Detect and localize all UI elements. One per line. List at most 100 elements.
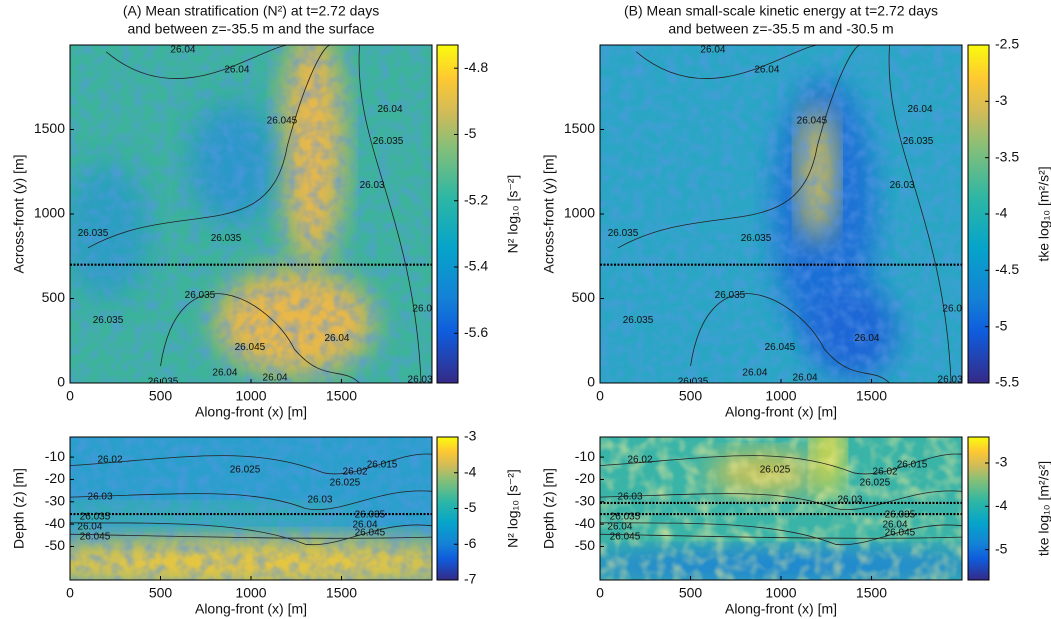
colorbar-tick-label: -5.5 bbox=[995, 374, 1019, 390]
y-tick-label: 1000 bbox=[34, 205, 65, 221]
chart-title: (B) Mean small-scale kinetic energy at t… bbox=[624, 3, 938, 19]
contour-label: 26.025 bbox=[230, 465, 261, 476]
colorbar-tick-label: -2.5 bbox=[995, 36, 1019, 52]
colorbar-tick-label: -7 bbox=[464, 571, 477, 587]
y-tick-label: -50 bbox=[575, 537, 595, 553]
contour-label: 26.045 bbox=[80, 532, 111, 543]
contour-label: 26.045 bbox=[235, 342, 266, 353]
contour-label: 26.03 bbox=[618, 492, 643, 503]
contour-label: 26.045 bbox=[610, 532, 641, 543]
contour-line bbox=[70, 490, 432, 510]
y-tick-label: 1000 bbox=[564, 205, 595, 221]
contour-label: 26.025 bbox=[760, 465, 791, 476]
y-tick-label: -10 bbox=[45, 448, 65, 464]
contour-line bbox=[160, 293, 360, 383]
x-axis-label: Along-front (x) [m] bbox=[195, 404, 307, 420]
contour-label: 26.02 bbox=[627, 455, 652, 466]
contour-label: 26.02 bbox=[873, 467, 898, 478]
y-tick-label: 1500 bbox=[34, 120, 65, 136]
contour-label: 26.035 bbox=[623, 315, 654, 326]
x-tick-label: 1000 bbox=[765, 388, 796, 404]
field-texture bbox=[600, 45, 962, 383]
x-tick-label: 0 bbox=[66, 585, 74, 601]
x-axis-label: Along-front (x) [m] bbox=[195, 601, 307, 617]
y-tick-label: -30 bbox=[45, 493, 65, 509]
colorbar-label: N² log₁₀ [s⁻²] bbox=[505, 175, 521, 254]
contour-label: 26.035 bbox=[715, 290, 746, 301]
contour-label: 26.04 bbox=[754, 65, 779, 76]
colorbar-tick-label: -5.4 bbox=[464, 258, 488, 274]
contour-label: 26.045 bbox=[355, 528, 386, 539]
contour-label: 26.04 bbox=[907, 104, 932, 115]
contour-label: 26.04 bbox=[263, 373, 288, 384]
contour-label: 26.04 bbox=[77, 522, 102, 533]
x-tick-label: 0 bbox=[596, 585, 604, 601]
contour-line bbox=[635, 45, 818, 79]
contour-label: 26.04 bbox=[854, 333, 879, 344]
contour-label: 26.04 bbox=[224, 65, 249, 76]
y-tick-label: -20 bbox=[45, 470, 65, 486]
x-tick-label: 1000 bbox=[235, 388, 266, 404]
contour-label: 26.035 bbox=[678, 376, 709, 387]
colorbar-tick-label: -4.8 bbox=[464, 59, 488, 75]
colorbar-tick-label: -5 bbox=[464, 499, 477, 515]
y-axis-label: Depth (z) [m] bbox=[11, 468, 27, 549]
contour-line bbox=[70, 453, 432, 475]
y-tick-label: -10 bbox=[575, 448, 595, 464]
contour-label: 26.04 bbox=[170, 45, 195, 56]
contour-label: 26.035 bbox=[610, 512, 641, 523]
contour-label: 26.02 bbox=[343, 467, 368, 478]
colorbar-label: N² log₁₀ [s⁻²] bbox=[505, 469, 521, 548]
field-texture bbox=[70, 45, 432, 383]
contour-label: 26.015 bbox=[367, 460, 398, 471]
y-tick-label: 500 bbox=[42, 289, 66, 305]
colorbar-tick-label: -5 bbox=[995, 317, 1008, 333]
colorbar-label: tke log₁₀ [m²/s²] bbox=[1036, 461, 1051, 556]
contour-line bbox=[70, 522, 432, 546]
contour-line bbox=[105, 45, 288, 79]
y-tick-label: -40 bbox=[45, 515, 65, 531]
contour-label: 26.04 bbox=[793, 373, 818, 384]
y-axis-label: Across-front (y) [m] bbox=[541, 154, 557, 273]
colorbar-tick-label: -3.5 bbox=[995, 148, 1019, 164]
colorbar-tick-label: -5 bbox=[464, 125, 477, 141]
x-tick-label: 0 bbox=[66, 388, 74, 404]
x-tick-label: 0 bbox=[596, 388, 604, 404]
contour-label: 26.045 bbox=[885, 528, 916, 539]
field: 26.04 26.04 26.045 26.04 26.035 26.03 26.035 26… bbox=[70, 45, 433, 385]
contour-label: 26.03 bbox=[890, 180, 915, 191]
x-tick-label: 500 bbox=[679, 388, 703, 404]
contour-line bbox=[600, 533, 962, 539]
colorbar-label: tke log₁₀ [m²/s²] bbox=[1036, 166, 1051, 261]
x-axis-label: Along-front (x) [m] bbox=[725, 601, 837, 617]
contour-label: 26.035 bbox=[885, 510, 916, 521]
y-tick-label: -40 bbox=[575, 515, 595, 531]
contour-label: 26.04 bbox=[883, 520, 908, 531]
y-tick-label: 0 bbox=[587, 374, 595, 390]
contour-label: 26.03 bbox=[938, 374, 963, 385]
field-texture bbox=[600, 437, 962, 580]
contour-label: 26.04 bbox=[353, 520, 378, 531]
y-tick-label: 0 bbox=[57, 374, 65, 390]
contour-label: 26.02 bbox=[97, 455, 122, 466]
x-tick-label: 500 bbox=[149, 388, 173, 404]
contour-label: 26.04 bbox=[742, 368, 767, 379]
contour-label: 26.035 bbox=[373, 136, 404, 147]
field: 26.04 26.04 26.045 26.04 26.035 26.03 26.035 26… bbox=[600, 45, 963, 387]
contour-line bbox=[87, 45, 331, 249]
x-tick-label: 1500 bbox=[856, 585, 887, 601]
contour-label: 26.025 bbox=[860, 478, 891, 489]
contour-label: 26.04 bbox=[700, 45, 725, 56]
y-axis-label: Depth (z) [m] bbox=[541, 468, 557, 549]
contour-label: 26.04 bbox=[212, 368, 237, 379]
contour-label: 26.04 bbox=[607, 522, 632, 533]
y-tick-label: -30 bbox=[575, 493, 595, 509]
colorbar-tick-label: -5 bbox=[995, 540, 1008, 556]
colorbar-tick-label: -4 bbox=[995, 205, 1008, 221]
contour-label: 26.03 bbox=[408, 374, 433, 385]
y-tick-label: -20 bbox=[575, 470, 595, 486]
colorbar-tick-label: -3 bbox=[995, 454, 1008, 470]
